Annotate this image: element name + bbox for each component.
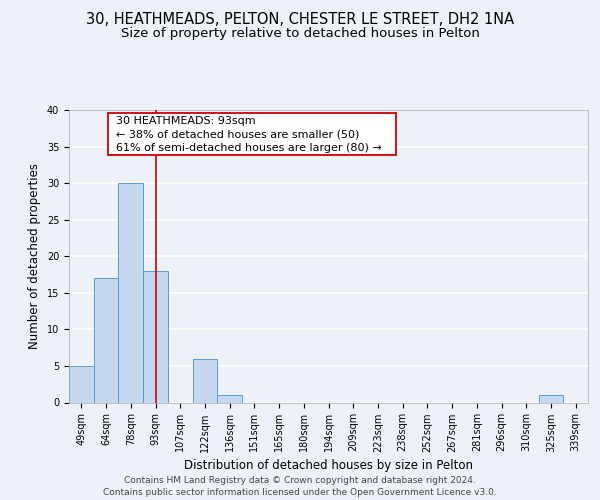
Text: 30 HEATHMEADS: 93sqm: 30 HEATHMEADS: 93sqm: [116, 116, 256, 126]
Bar: [69, 366, 94, 403]
Text: Contains public sector information licensed under the Open Government Licence v3: Contains public sector information licen…: [103, 488, 497, 497]
Text: 61% of semi-detached houses are larger (80) →: 61% of semi-detached houses are larger (…: [116, 143, 382, 153]
Y-axis label: Number of detached properties: Number of detached properties: [28, 163, 41, 349]
Bar: [217, 395, 242, 402]
Text: ← 38% of detached houses are smaller (50): ← 38% of detached houses are smaller (50…: [116, 130, 359, 140]
Bar: [193, 358, 217, 403]
Bar: [539, 395, 563, 402]
Text: 30, HEATHMEADS, PELTON, CHESTER LE STREET, DH2 1NA: 30, HEATHMEADS, PELTON, CHESTER LE STREE…: [86, 12, 514, 28]
Bar: [143, 271, 168, 402]
Text: Contains HM Land Registry data © Crown copyright and database right 2024.: Contains HM Land Registry data © Crown c…: [124, 476, 476, 485]
Text: Size of property relative to detached houses in Pelton: Size of property relative to detached ho…: [121, 28, 479, 40]
FancyBboxPatch shape: [108, 113, 396, 156]
Bar: [94, 278, 118, 402]
X-axis label: Distribution of detached houses by size in Pelton: Distribution of detached houses by size …: [184, 458, 473, 471]
Bar: [118, 183, 143, 402]
